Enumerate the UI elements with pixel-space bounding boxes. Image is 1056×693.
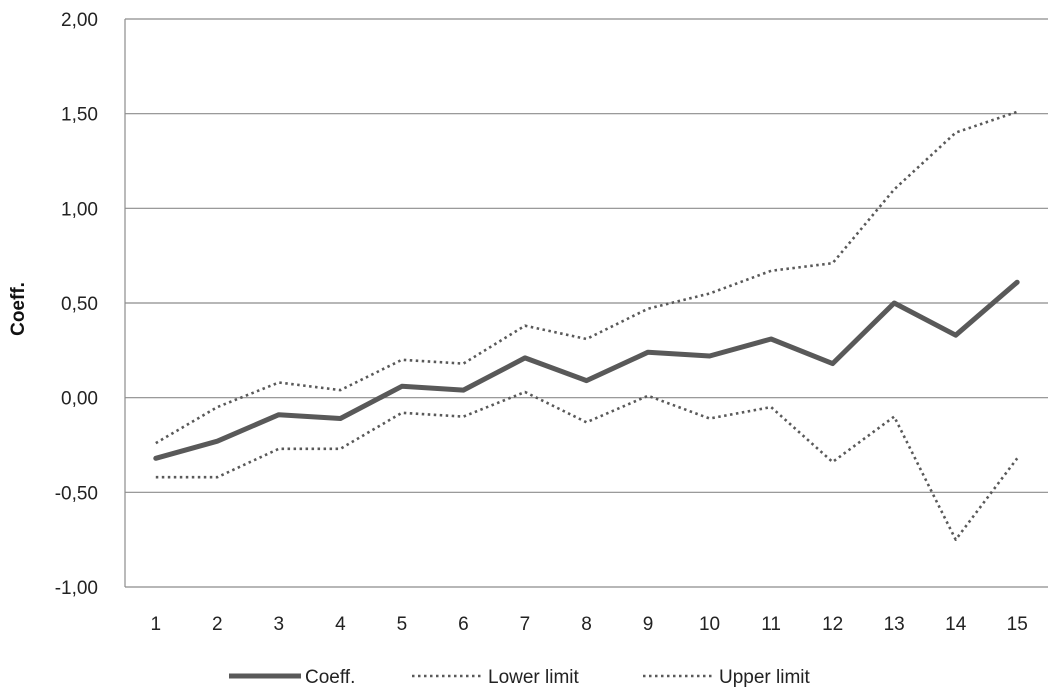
y-tick-label: 1,50: [61, 105, 98, 126]
x-axis-tick-labels: 1 2 3 4 5 6 7 8 9 10 11 12 13 14 15: [150, 614, 1027, 635]
x-tick-label: 8: [581, 614, 592, 635]
legend-label: Upper limit: [719, 667, 811, 688]
y-tick-label: 1,00: [61, 199, 98, 220]
y-tick-label: 0,00: [61, 389, 98, 410]
x-tick-label: 6: [458, 614, 469, 635]
x-tick-label: 1: [150, 614, 161, 635]
y-tick-label: 0,50: [61, 294, 98, 315]
gridlines: [124, 18, 1048, 588]
y-tick-label: -1,00: [55, 578, 98, 599]
y-tick-label: -0,50: [55, 483, 98, 504]
x-tick-label: 14: [945, 614, 967, 635]
legend-label: Lower limit: [488, 667, 580, 688]
x-tick-label: 2: [212, 614, 223, 635]
x-tick-label: 11: [761, 614, 781, 635]
y-tick-label: 2,00: [61, 10, 98, 31]
x-tick-label: 9: [643, 614, 654, 635]
x-tick-label: 3: [274, 614, 285, 635]
x-tick-label: 10: [699, 614, 720, 635]
x-tick-label: 13: [884, 614, 905, 635]
series-line-upper-limit: [155, 110, 1018, 445]
x-tick-label: 4: [335, 614, 346, 635]
legend-label: Coeff.: [305, 667, 355, 688]
y-axis-label: Coeff.: [8, 282, 29, 336]
series-line-lower-limit: [155, 390, 1019, 542]
series-line-coeff: [153, 279, 1020, 461]
x-tick-label: 7: [520, 614, 531, 635]
legend: Coeff. Lower limit Upper limit: [229, 667, 811, 688]
x-tick-label: 12: [822, 614, 843, 635]
y-axis-tick-labels: 2,00 1,50 1,00 0,50 0,00 -0,50 -1,00: [55, 10, 98, 599]
x-tick-label: 15: [1007, 614, 1028, 635]
x-tick-label: 5: [397, 614, 408, 635]
series-lines: [153, 110, 1020, 542]
